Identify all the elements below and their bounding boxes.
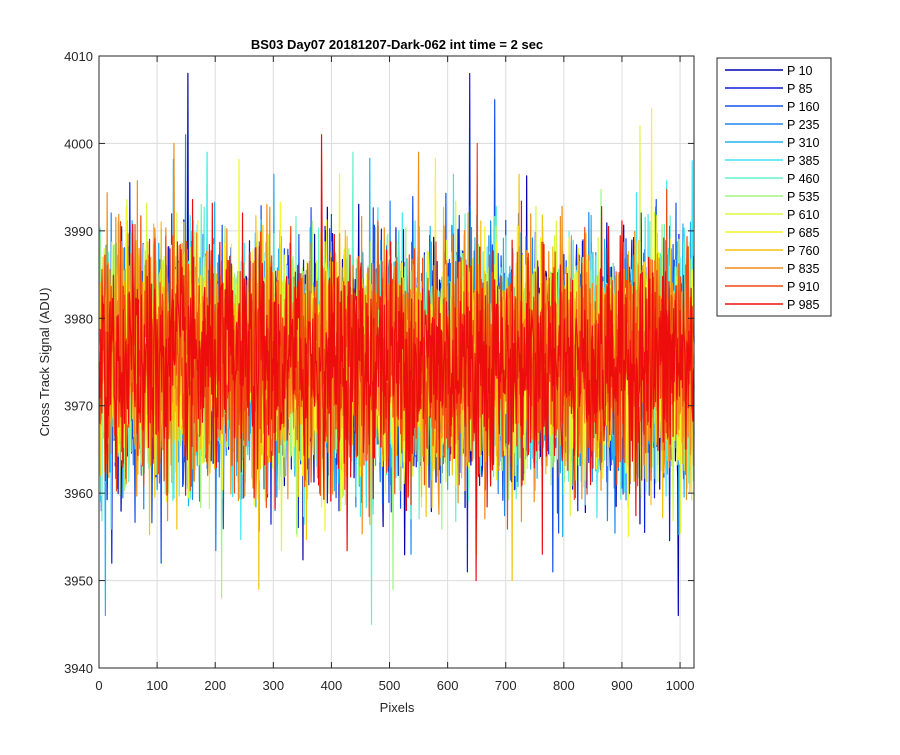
legend-label: P 160 — [787, 100, 819, 114]
legend-label: P 310 — [787, 136, 819, 150]
x-tick-label: 800 — [553, 678, 575, 693]
legend-label: P 760 — [787, 244, 819, 258]
x-tick-label: 1000 — [666, 678, 695, 693]
y-tick-label: 3970 — [64, 399, 93, 414]
legend-label: P 910 — [787, 280, 819, 294]
legend-label: P 235 — [787, 118, 819, 132]
y-tick-label: 3990 — [64, 224, 93, 239]
y-tick-label: 3940 — [64, 661, 93, 676]
x-tick-label: 400 — [321, 678, 343, 693]
x-tick-label: 300 — [262, 678, 284, 693]
y-tick-label: 3980 — [64, 311, 93, 326]
legend-label: P 610 — [787, 208, 819, 222]
x-tick-label: 100 — [146, 678, 168, 693]
legend-box — [716, 57, 832, 317]
x-tick-label: 500 — [379, 678, 401, 693]
legend-label: P 535 — [787, 190, 819, 204]
legend-label: P 385 — [787, 154, 819, 168]
y-axis: 3940 3950 3960 3970 3980 3990 4000 4010 — [64, 49, 694, 676]
legend: P 10 P 85 P 160 P 235 P 310 P 385 P 460 P 535 P … — [716, 57, 832, 317]
legend-label: P 685 — [787, 226, 819, 240]
series-layer — [98, 72, 695, 625]
y-axis-label: Cross Track Signal (ADU) — [37, 288, 52, 437]
chart-title: BS03 Day07 20181207-Dark-062 int time = … — [251, 37, 543, 52]
x-tick-label: 900 — [611, 678, 633, 693]
x-tick-label: 200 — [204, 678, 226, 693]
x-tick-label: 600 — [437, 678, 459, 693]
x-tick-label: 700 — [495, 678, 517, 693]
y-tick-label: 3950 — [64, 574, 93, 589]
y-tick-label: 3960 — [64, 486, 93, 501]
y-tick-label: 4010 — [64, 49, 93, 64]
x-axis-label: Pixels — [380, 700, 415, 715]
plot-frame — [98, 55, 695, 669]
legend-label: P 10 — [787, 64, 813, 78]
legend-label: P 985 — [787, 298, 819, 312]
y-tick-label: 4000 — [64, 136, 93, 151]
legend-label: P 460 — [787, 172, 819, 186]
legend-label: P 85 — [787, 82, 813, 96]
x-tick-label: 0 — [95, 678, 102, 693]
series-line-p-985 — [98, 134, 695, 582]
x-axis: 0 100 200 300 400 500 600 700 800 900 1000 — [95, 56, 695, 693]
legend-label: P 835 — [787, 262, 819, 276]
